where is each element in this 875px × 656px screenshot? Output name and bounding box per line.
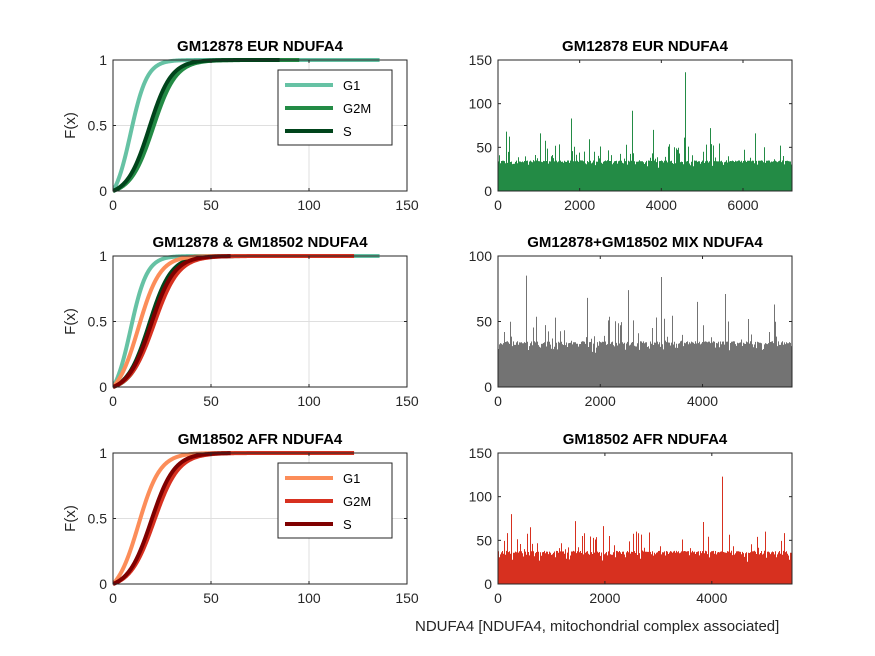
legend: G1 G2M S (277, 69, 393, 146)
x-tick-label: 2000 (564, 197, 595, 213)
x-tick-label: 150 (395, 197, 419, 213)
y-tick-label: 0 (484, 183, 492, 199)
x-tick-label: 50 (203, 393, 219, 409)
y-tick-label: 0 (99, 576, 107, 592)
x-tick-label: 50 (203, 590, 219, 606)
legend-label: G1 (343, 471, 360, 486)
panel-title: GM18502 AFR NDUFA4 (178, 431, 343, 448)
y-tick-label: 150 (469, 52, 493, 68)
x-tick-label: 0 (494, 590, 502, 606)
x-tick-label: 2000 (589, 590, 620, 606)
y-tick-label: 0.5 (88, 118, 108, 134)
y-axis-label: F(x) (62, 308, 79, 335)
ecdf-panel-combined: 0 50 100 150 0 0.5 1 GM12878 & GM18502 NDUFA4 F(… (62, 234, 419, 409)
y-tick-label: 1 (99, 248, 107, 264)
y-tick-label: 0 (484, 576, 492, 592)
y-tick-label: 50 (476, 139, 492, 155)
y-tick-label: 50 (476, 532, 492, 548)
y-tick-label: 50 (476, 314, 492, 330)
bottom-xlabel: NDUFA4 [NDUFA4, mitochondrial complex as… (415, 618, 779, 635)
x-tick-label: 0 (494, 393, 502, 409)
counts-panel-afr: 0 2000 4000 0 50 100 150 GM18502 AFR NDUFA4 (469, 431, 793, 606)
panel-title: GM12878 & GM18502 NDUFA4 (152, 234, 368, 251)
x-tick-label: 0 (109, 393, 117, 409)
x-tick-label: 4000 (696, 590, 727, 606)
legend-label: G2M (343, 494, 371, 509)
x-tick-label: 100 (297, 393, 321, 409)
panel-title: GM18502 AFR NDUFA4 (563, 431, 728, 448)
legend-label: S (343, 124, 352, 139)
legend: G1 G2M S (277, 462, 393, 539)
x-tick-label: 100 (297, 197, 321, 213)
x-tick-label: 0 (109, 590, 117, 606)
axes-border (497, 59, 793, 192)
x-tick-label: 150 (395, 590, 419, 606)
x-tick-label: 100 (297, 590, 321, 606)
x-tick-label: 4000 (687, 393, 718, 409)
panel-title: GM12878+GM18502 MIX NDUFA4 (527, 234, 763, 251)
y-axis-label: F(x) (62, 112, 79, 139)
y-tick-label: 1 (99, 445, 107, 461)
x-tick-label: 0 (109, 197, 117, 213)
panel-title: GM12878 EUR NDUFA4 (562, 38, 729, 55)
axes-border (497, 452, 793, 585)
y-tick-label: 0.5 (88, 511, 108, 527)
x-tick-label: 0 (494, 197, 502, 213)
legend-label: G2M (343, 101, 371, 116)
x-tick-label: 50 (203, 197, 219, 213)
x-tick-label: 150 (395, 393, 419, 409)
legend-label: S (343, 517, 352, 532)
y-tick-label: 100 (469, 248, 493, 264)
y-tick-label: 0 (99, 379, 107, 395)
y-tick-label: 0 (484, 379, 492, 395)
x-tick-label: 6000 (727, 197, 758, 213)
y-tick-label: 150 (469, 445, 493, 461)
y-axis-label: F(x) (62, 505, 79, 532)
panel-title: GM12878 EUR NDUFA4 (177, 38, 344, 55)
y-tick-label: 0 (99, 183, 107, 199)
y-tick-label: 100 (469, 96, 493, 112)
y-tick-label: 1 (99, 52, 107, 68)
counts-panel-eur: 0 2000 4000 6000 0 50 100 150 GM12878 EUR NDUFA4 (469, 38, 793, 213)
ecdf-panel-eur: 0 50 100 150 0 0.5 1 GM12878 EUR NDUFA4 F(x) G1 G2… (62, 38, 419, 213)
x-tick-label: 2000 (585, 393, 616, 409)
y-tick-label: 100 (469, 489, 493, 505)
y-tick-label: 0.5 (88, 314, 108, 330)
legend-label: G1 (343, 78, 360, 93)
ecdf-panel-afr: 0 50 100 150 0 0.5 1 GM18502 AFR NDUFA4 F(x) G1 G2… (62, 431, 419, 606)
counts-panel-mix: 0 2000 4000 0 50 100 GM12878+GM18502 MIX NDUFA… (469, 234, 793, 409)
x-tick-label: 4000 (646, 197, 677, 213)
